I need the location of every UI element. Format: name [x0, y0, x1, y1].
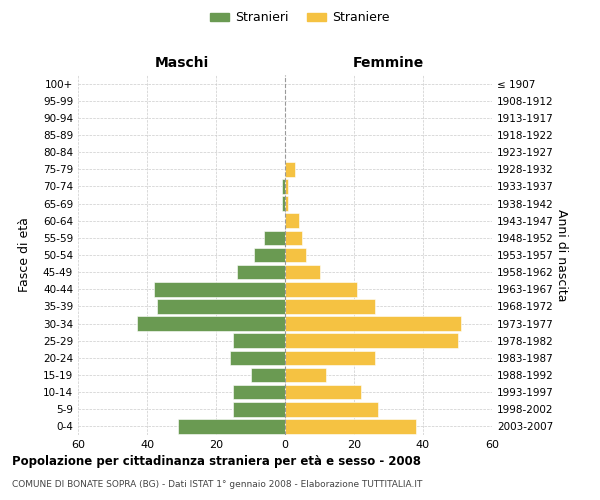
- Bar: [237, 265, 285, 280]
- Bar: [285, 265, 320, 280]
- Legend: Stranieri, Straniere: Stranieri, Straniere: [205, 6, 395, 29]
- Bar: [233, 385, 285, 400]
- Bar: [285, 368, 326, 382]
- Bar: [285, 350, 374, 365]
- Text: Maschi: Maschi: [154, 56, 209, 70]
- Bar: [285, 419, 416, 434]
- Bar: [285, 230, 302, 245]
- Bar: [281, 196, 285, 211]
- Bar: [285, 214, 299, 228]
- Bar: [285, 385, 361, 400]
- Bar: [285, 316, 461, 331]
- Bar: [154, 282, 285, 296]
- Bar: [230, 350, 285, 365]
- Bar: [281, 179, 285, 194]
- Bar: [285, 162, 295, 176]
- Bar: [285, 402, 378, 416]
- Bar: [254, 248, 285, 262]
- Text: Femmine: Femmine: [353, 56, 424, 70]
- Bar: [285, 282, 358, 296]
- Bar: [265, 230, 285, 245]
- Bar: [285, 334, 458, 348]
- Text: Fasce di età: Fasce di età: [17, 218, 31, 292]
- Bar: [285, 196, 289, 211]
- Text: Popolazione per cittadinanza straniera per età e sesso - 2008: Popolazione per cittadinanza straniera p…: [12, 455, 421, 468]
- Bar: [157, 299, 285, 314]
- Bar: [285, 299, 374, 314]
- Text: Anni di nascita: Anni di nascita: [554, 209, 568, 301]
- Bar: [233, 402, 285, 416]
- Bar: [233, 334, 285, 348]
- Text: COMUNE DI BONATE SOPRA (BG) - Dati ISTAT 1° gennaio 2008 - Elaborazione TUTTITAL: COMUNE DI BONATE SOPRA (BG) - Dati ISTAT…: [12, 480, 422, 489]
- Bar: [137, 316, 285, 331]
- Bar: [285, 248, 306, 262]
- Bar: [251, 368, 285, 382]
- Bar: [285, 179, 289, 194]
- Bar: [178, 419, 285, 434]
